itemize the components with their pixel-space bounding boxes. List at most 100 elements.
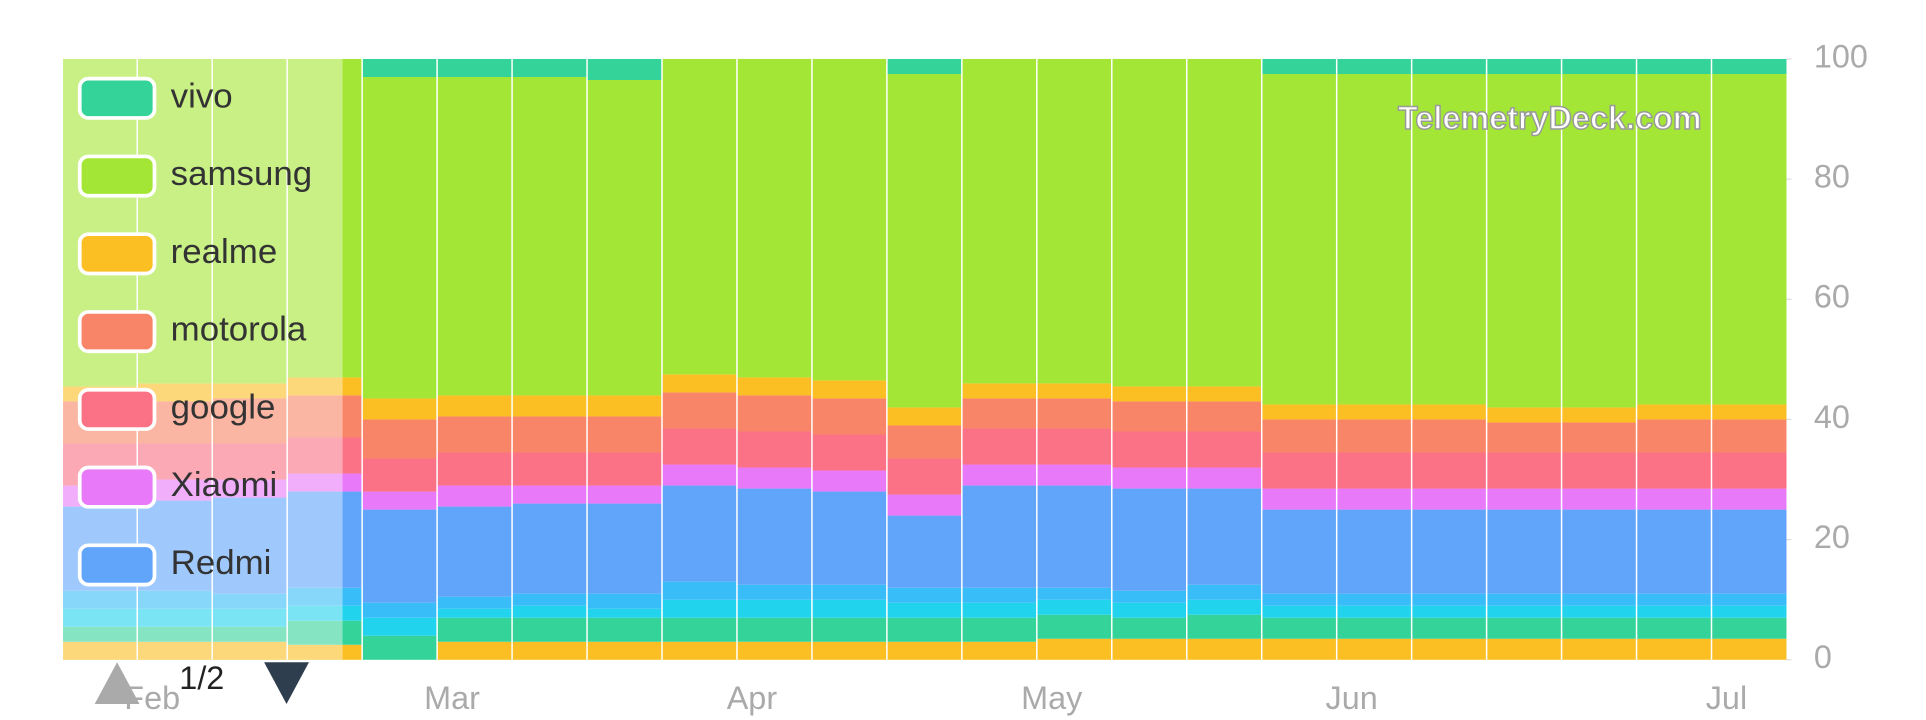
bar-segment <box>437 641 513 660</box>
bar-segment <box>1636 73 1712 405</box>
bar-segment <box>1261 488 1337 510</box>
legend-page-up[interactable] <box>94 662 140 705</box>
legend-swatch <box>77 154 157 198</box>
bar-segment <box>736 641 812 660</box>
bar-segment <box>362 419 438 459</box>
bar-segment <box>811 599 887 618</box>
bar-segment <box>1486 617 1562 639</box>
bar-segment <box>1711 509 1787 594</box>
bar-segment <box>961 383 1037 399</box>
bar-segment <box>1261 617 1337 639</box>
bar-segment <box>1411 58 1487 74</box>
bar-segment <box>1036 428 1112 465</box>
bar-segment <box>437 608 513 618</box>
bar-segment <box>1336 58 1412 74</box>
bar-segment <box>1036 587 1112 600</box>
legend-swatch <box>77 310 157 354</box>
bar-segment <box>587 593 663 609</box>
bar-segment <box>1561 452 1637 489</box>
bar-segment <box>212 479 288 498</box>
bar-segment <box>1561 638 1637 660</box>
bar-segment <box>1486 422 1562 453</box>
bar-segment <box>1336 73 1412 405</box>
bar-segment <box>1711 419 1787 453</box>
bar-segment <box>1336 605 1412 618</box>
bar-segment <box>1186 599 1262 615</box>
bar-segment <box>1336 617 1412 639</box>
bar-segment <box>1636 404 1712 420</box>
bar-segment <box>1036 398 1112 429</box>
bar-segment <box>1711 605 1787 618</box>
bar-segment <box>1411 452 1487 489</box>
bar-segment <box>1261 452 1337 489</box>
bar-segment <box>811 584 887 600</box>
bar-segment <box>287 437 363 474</box>
bars <box>61 58 1787 660</box>
bar-segment <box>287 644 363 660</box>
bar-segment <box>437 596 513 609</box>
bar-segment <box>1486 58 1562 74</box>
bar-segment <box>811 398 887 435</box>
bar-segment <box>287 395 363 438</box>
bar-segment <box>1486 509 1562 594</box>
bar-segment <box>437 617 513 642</box>
bar-segment <box>1711 73 1787 405</box>
bar-segment <box>512 452 588 486</box>
bar-segment <box>287 605 363 621</box>
bar-segment <box>587 395 663 417</box>
bar-segment <box>1486 452 1562 489</box>
bar-segment <box>736 377 812 396</box>
bar-segment <box>587 452 663 486</box>
bar-segment <box>437 485 513 507</box>
bar-segment <box>1186 58 1262 387</box>
bar-segment <box>1111 58 1187 387</box>
bar-segment <box>736 488 812 585</box>
bar-segment <box>736 599 812 618</box>
bar-segment <box>662 599 737 618</box>
bar-segment <box>62 626 138 642</box>
bar-segment <box>811 641 887 660</box>
bar-segment <box>1111 401 1187 432</box>
bar-segment <box>1186 584 1262 600</box>
legend-label: Xiaomi <box>171 466 278 504</box>
bar-segment <box>886 58 962 74</box>
bar-segment <box>212 58 288 384</box>
bar-segment <box>512 416 588 453</box>
bar-segment <box>662 617 737 642</box>
bar-segment <box>1261 593 1337 606</box>
bar-segment <box>362 398 438 420</box>
bar-segment <box>886 425 962 459</box>
legend-page-down[interactable] <box>264 662 309 705</box>
bar-segment <box>1261 638 1337 660</box>
bar-segment <box>287 58 363 378</box>
legend-label: Redmi <box>171 544 272 582</box>
bar-segment <box>212 443 288 480</box>
bar-segment <box>1411 419 1487 453</box>
legend-label: google <box>171 389 276 427</box>
bar-segment <box>362 491 438 510</box>
bar-segment <box>437 506 513 597</box>
bar-segment <box>587 608 663 618</box>
bar-segment <box>886 617 962 642</box>
bar-segment <box>212 383 288 399</box>
bar-segment <box>736 467 812 489</box>
bar-segment <box>1711 404 1787 420</box>
bar-segment <box>1111 602 1187 618</box>
bar-segment <box>1636 452 1712 489</box>
bar-segment <box>1111 590 1187 603</box>
bar-segment <box>1186 386 1262 402</box>
bar-segment <box>662 485 737 582</box>
bar-segment <box>662 428 737 465</box>
bar-segment <box>811 470 887 492</box>
bar-segment <box>1636 488 1712 510</box>
bar-segment <box>1486 605 1562 618</box>
bar-segment <box>1636 605 1712 618</box>
legend-label: realme <box>171 233 278 271</box>
bar-segment <box>1336 593 1412 606</box>
bar-segment <box>1636 509 1712 594</box>
bar-segment <box>1411 593 1487 606</box>
bar-segment <box>212 641 288 660</box>
bar-segment <box>736 395 812 432</box>
